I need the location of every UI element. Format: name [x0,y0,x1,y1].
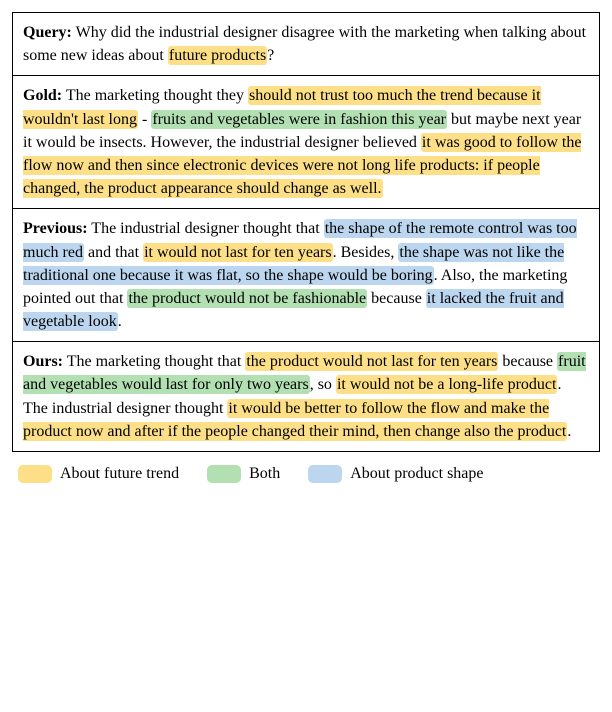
legend-label-both: Both [249,462,280,485]
legend-label-shape: About product shape [350,462,483,485]
highlight-both: fruits and vegetables were in fashion th… [151,110,447,129]
highlight-both: the product would not be fashionable [127,289,367,308]
legend-label-trend: About future trend [60,462,179,485]
comparison-table: Query: Why did the industrial designer d… [12,12,600,452]
highlight-trend: the product would not last for ten years [245,352,498,371]
row-ours: Ours: The marketing thought that the pro… [13,342,599,451]
row-query: Query: Why did the industrial designer d… [13,13,599,76]
legend-swatch-both [207,465,241,483]
row-label: Previous: [23,220,88,237]
legend-swatch-shape [308,465,342,483]
row-label: Gold: [23,87,62,104]
legend: About future trend Both About product sh… [12,462,600,485]
row-label: Query: [23,24,72,41]
legend-item-both: Both [207,462,280,485]
legend-item-trend: About future trend [18,462,179,485]
highlight-trend: future products [168,46,267,65]
highlight-trend: it would not be a long-life product [336,375,558,394]
legend-swatch-trend [18,465,52,483]
highlight-trend: it would not last for ten years [143,243,333,262]
row-previous: Previous: The industrial designer though… [13,209,599,342]
legend-item-shape: About product shape [308,462,483,485]
row-gold: Gold: The marketing thought they should … [13,76,599,209]
highlight-trend: it would be better to follow the flow an… [23,399,567,441]
highlight-trend: it was good to follow the flow now and t… [23,133,581,198]
row-label: Ours: [23,353,63,370]
